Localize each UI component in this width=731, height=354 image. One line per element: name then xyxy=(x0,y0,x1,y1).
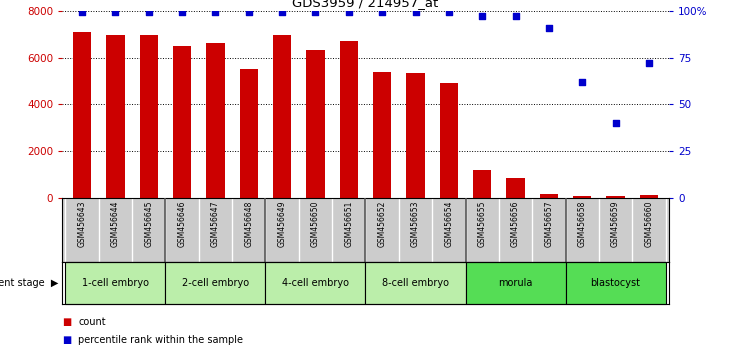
Text: GSM456660: GSM456660 xyxy=(644,201,654,247)
Point xyxy=(210,10,221,15)
Text: GSM456645: GSM456645 xyxy=(144,201,154,247)
Bar xyxy=(66,262,165,304)
Point xyxy=(409,10,421,15)
Point xyxy=(443,10,455,15)
Point xyxy=(510,13,521,19)
Text: GSM456652: GSM456652 xyxy=(378,201,387,247)
Bar xyxy=(240,69,258,198)
Text: GSM456656: GSM456656 xyxy=(511,201,520,247)
Bar xyxy=(265,262,366,304)
Text: count: count xyxy=(78,317,106,327)
Bar xyxy=(206,44,224,198)
Point xyxy=(610,120,621,126)
Text: GSM456657: GSM456657 xyxy=(545,201,553,247)
Bar xyxy=(606,196,625,198)
Bar xyxy=(306,51,325,198)
Text: percentile rank within the sample: percentile rank within the sample xyxy=(78,335,243,345)
Bar xyxy=(507,178,525,198)
Text: GSM456654: GSM456654 xyxy=(444,201,453,247)
Point xyxy=(176,10,188,15)
Bar xyxy=(165,262,265,304)
Title: GDS3959 / 214957_at: GDS3959 / 214957_at xyxy=(292,0,439,10)
Bar xyxy=(366,262,466,304)
Bar xyxy=(466,262,566,304)
Point xyxy=(110,10,121,15)
Text: GSM456648: GSM456648 xyxy=(244,201,254,247)
Text: GSM456655: GSM456655 xyxy=(477,201,487,247)
Bar xyxy=(566,262,665,304)
Bar xyxy=(439,83,458,198)
Text: GSM456644: GSM456644 xyxy=(111,201,120,247)
Text: GSM456647: GSM456647 xyxy=(211,201,220,247)
Point xyxy=(376,10,388,15)
Text: 8-cell embryo: 8-cell embryo xyxy=(382,278,449,288)
Text: GSM456649: GSM456649 xyxy=(278,201,287,247)
Text: GSM456643: GSM456643 xyxy=(77,201,87,247)
Text: blastocyst: blastocyst xyxy=(591,278,640,288)
Text: 2-cell embryo: 2-cell embryo xyxy=(182,278,249,288)
Point xyxy=(576,79,588,85)
Bar xyxy=(406,73,425,198)
Point xyxy=(477,13,488,19)
Bar xyxy=(273,35,292,198)
Bar xyxy=(140,35,158,198)
Point xyxy=(76,10,88,15)
Bar xyxy=(106,35,125,198)
Point xyxy=(643,60,655,66)
Text: ■: ■ xyxy=(62,317,72,327)
Text: morula: morula xyxy=(499,278,533,288)
Point xyxy=(343,10,355,15)
Text: GSM456659: GSM456659 xyxy=(611,201,620,247)
Bar xyxy=(173,46,192,198)
Text: GSM456646: GSM456646 xyxy=(178,201,186,247)
Point xyxy=(276,10,288,15)
Bar xyxy=(73,32,91,198)
Text: 4-cell embryo: 4-cell embryo xyxy=(282,278,349,288)
Point xyxy=(310,10,322,15)
Text: 1-cell embryo: 1-cell embryo xyxy=(82,278,149,288)
Bar xyxy=(340,41,358,198)
Text: ■: ■ xyxy=(62,335,72,345)
Point xyxy=(143,10,155,15)
Text: GSM456653: GSM456653 xyxy=(411,201,420,247)
Bar xyxy=(573,196,591,198)
Point xyxy=(543,25,555,30)
Bar xyxy=(640,195,658,198)
Text: GSM456650: GSM456650 xyxy=(311,201,320,247)
Point xyxy=(243,10,254,15)
Text: GSM456651: GSM456651 xyxy=(344,201,353,247)
Text: development stage  ▶: development stage ▶ xyxy=(0,278,58,288)
Bar xyxy=(539,194,558,198)
Bar xyxy=(373,72,391,198)
Bar xyxy=(473,170,491,198)
Text: GSM456658: GSM456658 xyxy=(577,201,587,247)
